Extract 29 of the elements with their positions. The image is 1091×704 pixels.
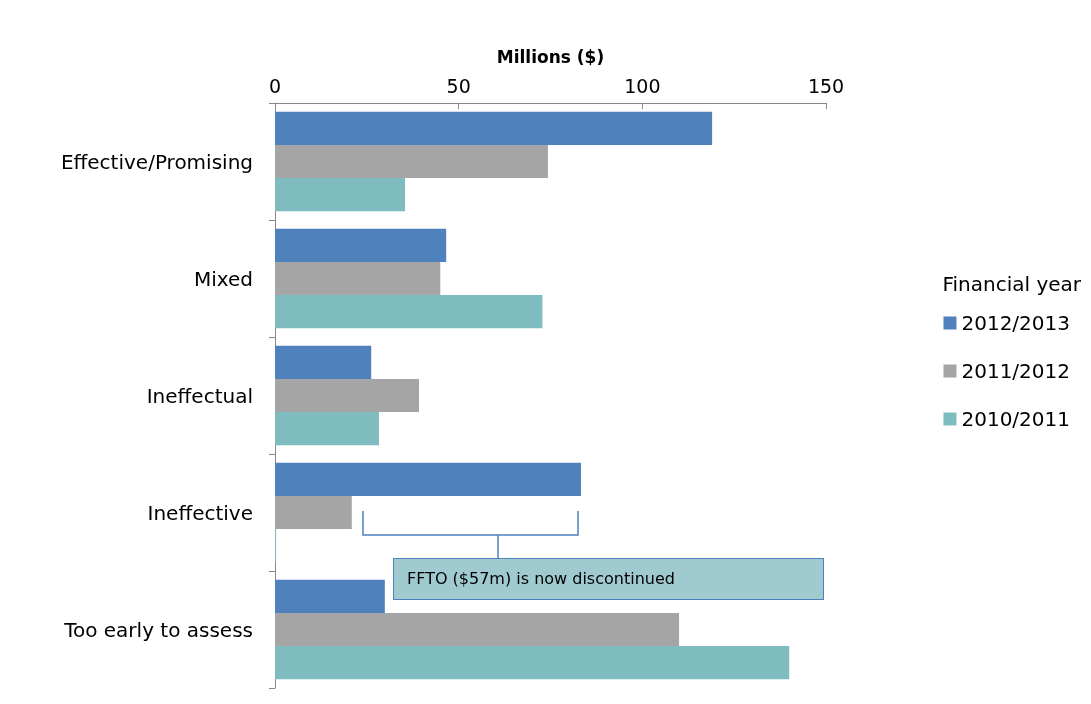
bar (275, 111, 713, 145)
x-tick-label: 100 (624, 74, 661, 97)
legend-title: Financial year (942, 272, 1082, 296)
x-tick-label: 0 (268, 74, 282, 97)
bar (275, 412, 379, 446)
legend-label: 2012/2013 (961, 311, 1071, 335)
bar (275, 646, 790, 680)
bar (275, 345, 372, 379)
y-tick-label: Ineffectual (146, 383, 253, 408)
bar (275, 228, 447, 262)
y-tick-label: Effective/Promising (60, 149, 253, 174)
bar (275, 178, 406, 212)
y-tick-label: Mixed (193, 266, 253, 291)
y-tick-label: Too early to assess (63, 617, 253, 642)
bar (275, 462, 581, 496)
bar (275, 378, 419, 413)
y-tick-label: Ineffective (147, 500, 253, 525)
x-tick-label: 50 (446, 74, 471, 97)
callout-box: FFTO ($57m) is now discontinued (393, 558, 824, 600)
legend-label: 2010/2011 (961, 407, 1071, 431)
bar (275, 612, 680, 647)
bar (275, 261, 441, 296)
legend-label: 2011/2012 (961, 359, 1071, 383)
bar (275, 144, 548, 179)
x-tick-label: 150 (807, 74, 845, 97)
bar (275, 579, 385, 613)
bar (275, 495, 352, 530)
x-axis-title: Millions ($) (496, 46, 605, 67)
bar (275, 295, 543, 329)
